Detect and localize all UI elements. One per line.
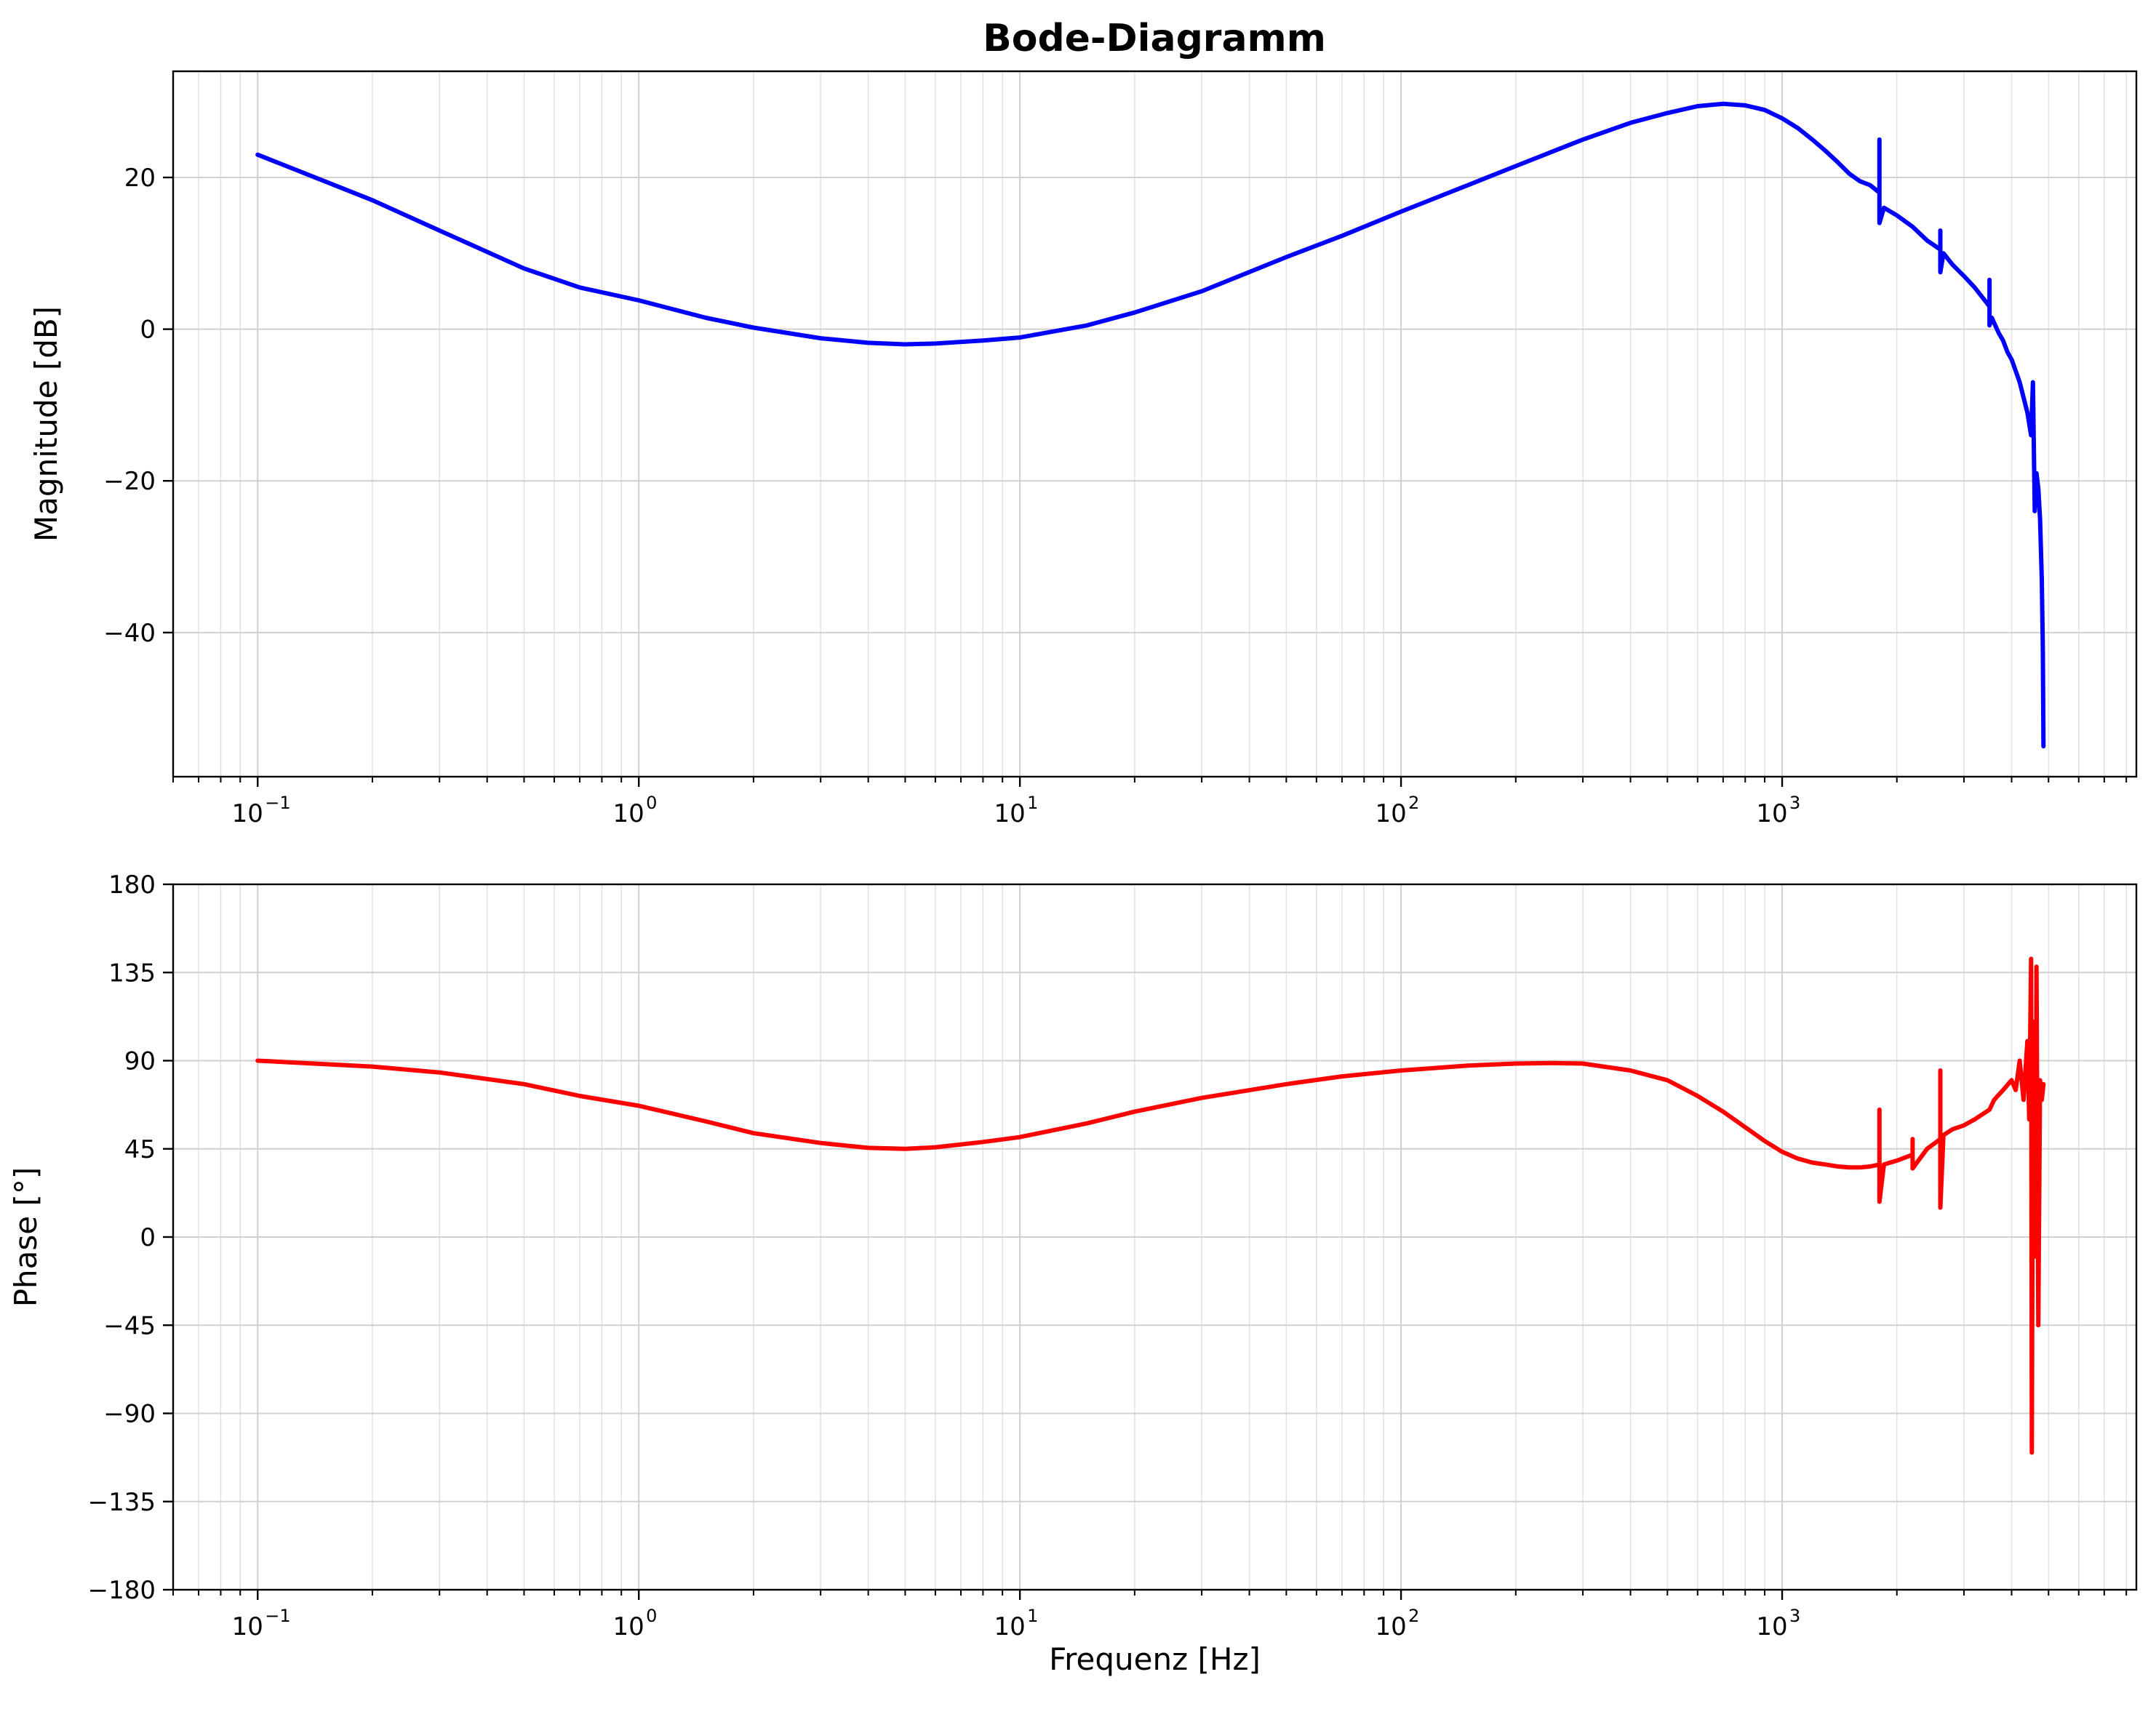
x-tick-label: 10: [1756, 799, 1787, 828]
axes-frame: [172, 883, 2138, 1591]
chart-title: Bode-Diagramm: [983, 17, 1326, 60]
x-tick-exponent: 0: [646, 793, 657, 813]
y-tick-label: −45: [103, 1311, 156, 1340]
x-tick-exponent: 1: [1027, 793, 1038, 813]
x-tick-label: 10: [1756, 1612, 1787, 1641]
series-line: [255, 101, 2046, 749]
x-tick-label: 10: [1375, 1612, 1406, 1641]
x-tick-exponent: 3: [1789, 793, 1800, 813]
y-tick-label: 0: [140, 316, 156, 345]
y-tick-label: 135: [108, 958, 156, 988]
x-axis-label: Frequenz [Hz]: [1049, 1641, 1261, 1677]
x-tick-exponent: 2: [1408, 793, 1419, 813]
x-tick-exponent: −1: [265, 1606, 290, 1626]
x-tick-label: 10: [613, 799, 644, 828]
series-line: [255, 956, 2046, 1455]
y-axis-label: Phase [°]: [8, 1167, 44, 1308]
x-tick-exponent: −1: [265, 793, 290, 813]
x-tick-label: 10: [232, 1612, 263, 1641]
y-axis-label: Magnitude [dB]: [28, 306, 64, 542]
x-tick-label: 10: [1375, 799, 1406, 828]
y-tick-label: 90: [124, 1047, 156, 1076]
x-tick-exponent: 2: [1408, 1606, 1419, 1626]
y-tick-label: 0: [140, 1223, 156, 1252]
x-tick-exponent: 3: [1789, 1606, 1800, 1626]
axes-frame: [172, 70, 2138, 778]
x-tick-exponent: 1: [1027, 1606, 1038, 1626]
x-tick-exponent: 0: [646, 1606, 657, 1626]
y-tick-label: −40: [103, 619, 156, 648]
x-tick-label: 10: [232, 799, 263, 828]
phase-plot: 10 −1 10 0 10 1 10 2 10 318013590450−45−90−135−18…: [8, 870, 2138, 1677]
x-tick-label: 10: [994, 1612, 1026, 1641]
y-tick-label: −180: [88, 1576, 156, 1605]
y-tick-label: 20: [124, 164, 156, 193]
y-tick-label: −90: [103, 1400, 156, 1429]
x-tick-label: 10: [613, 1612, 644, 1641]
y-tick-label: −135: [88, 1488, 156, 1517]
y-tick-label: −20: [103, 467, 156, 496]
x-tick-label: 10: [994, 799, 1026, 828]
y-tick-label: 45: [124, 1135, 156, 1164]
y-tick-label: 180: [108, 870, 156, 900]
